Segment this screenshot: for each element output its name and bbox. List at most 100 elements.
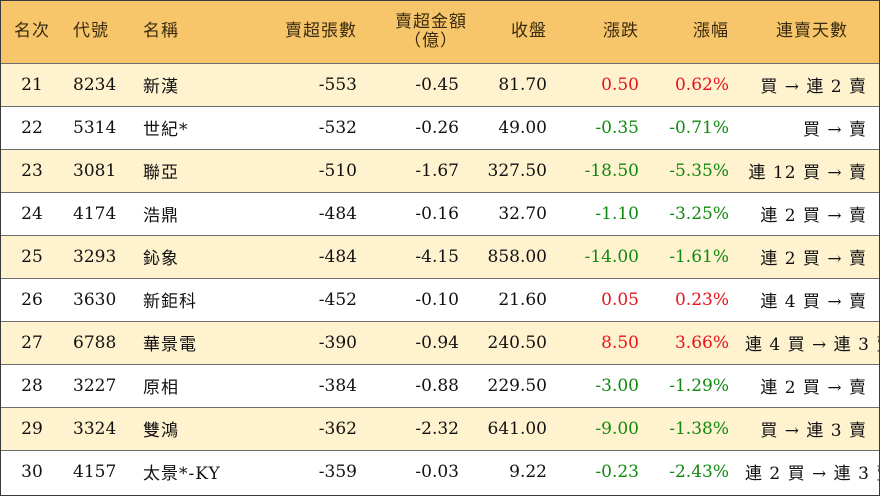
header-oversold-amount[interactable]: 賣超金額 （億） [373,1,475,63]
cell-rank: 22 [21,117,43,138]
header-code[interactable]: 代號 [73,21,109,42]
cell-change-pct: -1.38% [669,418,729,439]
table-body: 21 8234 新漢 -553 -0.45 81.70 0.50 0.62% 買 → 連 2 賣… [1,63,879,493]
cell-change: -18.50 [584,160,639,181]
header-change-pct[interactable]: 漲幅 [693,21,729,42]
header-oversold-amount-line2: （億） [404,30,458,51]
cell-oversold-shares: -484 [318,203,357,224]
cell-streak: 連 2 買 → 賣 [760,378,867,398]
cell-name: 新漢 [143,77,179,97]
cell-close: 858.00 [487,246,547,267]
table-row[interactable]: 27 6788 華景電 -390 -0.94 240.50 8.50 3.66% 連 4 買 →… [1,321,879,364]
cell-rank: 27 [21,332,43,353]
cell-rank: 23 [21,160,43,181]
cell-rank: 26 [21,289,43,310]
cell-code: 6788 [73,332,117,353]
cell-change-pct: -1.29% [669,375,729,396]
cell-name: 太景*-KY [143,464,221,485]
cell-name: 浩鼎 [143,206,179,226]
cell-code: 4174 [73,203,117,224]
cell-oversold-amount: -0.10 [415,289,459,310]
cell-close: 641.00 [487,418,547,439]
table-row[interactable]: 26 3630 新鉅科 -452 -0.10 21.60 0.05 0.23% 連 4 買 → … [1,278,879,321]
header-close[interactable]: 收盤 [511,21,547,42]
cell-close: 81.70 [498,74,547,95]
cell-oversold-shares: -384 [318,375,357,396]
table-row[interactable]: 30 4157 太景*-KY -359 -0.03 9.22 -0.23 -2.43% 連 2 … [1,450,879,493]
cell-oversold-amount: -0.26 [415,117,459,138]
table-row[interactable]: 29 3324 雙鴻 -362 -2.32 641.00 -9.00 -1.38% 買 → 連 … [1,407,879,450]
cell-oversold-amount: -0.94 [415,332,459,353]
cell-oversold-shares: -362 [318,418,357,439]
header-name[interactable]: 名稱 [143,21,179,42]
cell-change: -3.00 [595,375,639,396]
cell-name: 新鉅科 [143,292,197,312]
cell-oversold-shares: -484 [318,246,357,267]
table-row[interactable]: 23 3081 聯亞 -510 -1.67 327.50 -18.50 -5.35% 連 12 … [1,149,879,192]
cell-streak: 連 12 買 → 賣 [748,163,867,183]
cell-streak: 連 4 買 → 賣 [760,292,867,312]
cell-change-pct: 0.23% [674,289,729,310]
cell-name: 聯亞 [143,163,179,183]
cell-change-pct: -1.61% [669,246,729,267]
cell-change: -0.35 [595,117,639,138]
cell-oversold-shares: -359 [318,461,357,482]
cell-name: 原相 [143,378,179,398]
cell-change: -14.00 [584,246,639,267]
cell-change: -0.23 [595,461,639,482]
cell-change-pct: -5.35% [669,160,729,181]
cell-oversold-shares: -452 [318,289,357,310]
cell-oversold-amount: -4.15 [415,246,459,267]
cell-close: 9.22 [509,461,547,482]
cell-code: 4157 [73,461,117,482]
cell-streak: 連 2 買 → 賣 [760,249,867,269]
cell-oversold-amount: -1.67 [415,160,459,181]
cell-oversold-amount: -0.88 [415,375,459,396]
cell-streak: 連 2 買 → 賣 [760,206,867,226]
table-row[interactable]: 24 4174 浩鼎 -484 -0.16 32.70 -1.10 -3.25% 連 2 買 →… [1,192,879,235]
cell-oversold-shares: -510 [318,160,357,181]
cell-oversold-shares: -553 [318,74,357,95]
cell-oversold-amount: -0.03 [415,461,459,482]
cell-code: 5314 [73,117,117,138]
table-row[interactable]: 25 3293 鈊象 -484 -4.15 858.00 -14.00 -1.61% 連 2 買… [1,235,879,278]
cell-close: 49.00 [498,117,547,138]
cell-change: -9.00 [595,418,639,439]
cell-close: 21.60 [498,289,547,310]
cell-streak: 連 2 買 → 連 3 賣 [745,464,880,485]
table-header-row: 名次 代號 名稱 賣超張數 賣超金額 （億） 收盤 漲跌 漲幅 連賣天數 [1,1,879,63]
cell-change-pct: 0.62% [674,74,729,95]
cell-change-pct: -3.25% [669,203,729,224]
cell-rank: 29 [21,418,43,439]
cell-close: 32.70 [498,203,547,224]
table-row[interactable]: 28 3227 原相 -384 -0.88 229.50 -3.00 -1.29% 連 2 買 … [1,364,879,407]
cell-close: 229.50 [487,375,547,396]
cell-code: 3081 [73,160,117,181]
cell-name: 雙鴻 [143,421,179,441]
header-rank[interactable]: 名次 [14,21,50,42]
cell-rank: 30 [21,461,43,482]
table-row[interactable]: 22 5314 世紀* -532 -0.26 49.00 -0.35 -0.71% 買 → 賣 [1,106,879,149]
cell-oversold-shares: -390 [318,332,357,353]
cell-streak: 買 → 賣 [802,120,867,140]
header-streak[interactable]: 連賣天數 [776,21,848,42]
header-change[interactable]: 漲跌 [603,21,639,42]
cell-code: 3630 [73,289,117,310]
cell-streak: 買 → 連 2 賣 [760,77,867,97]
cell-change: -1.10 [595,203,639,224]
cell-streak: 買 → 連 3 賣 [760,421,867,441]
cell-code: 3227 [73,375,117,396]
header-oversold-shares[interactable]: 賣超張數 [285,21,357,42]
cell-name: 華景電 [143,335,197,355]
cell-oversold-shares: -532 [318,117,357,138]
cell-code: 3324 [73,418,117,439]
cell-rank: 24 [21,203,43,224]
cell-name: 鈊象 [143,249,179,269]
cell-close: 327.50 [487,160,547,181]
cell-change-pct: 3.66% [674,332,729,353]
table-row[interactable]: 21 8234 新漢 -553 -0.45 81.70 0.50 0.62% 買 → 連 2 賣 [1,63,879,106]
cell-name: 世紀* [143,120,189,140]
cell-oversold-amount: -0.16 [415,203,459,224]
